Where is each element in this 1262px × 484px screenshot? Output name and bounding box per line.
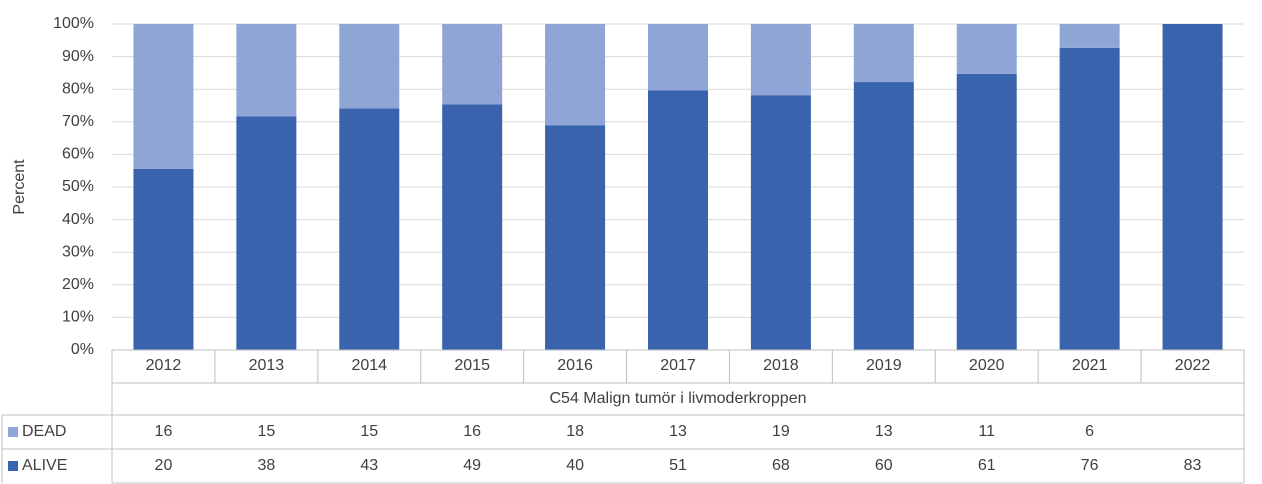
y-tick-label: 50% [62,178,94,195]
bar-segment [133,168,194,350]
table-cell: 6 [1085,423,1094,440]
y-tick-label: 80% [62,80,94,97]
x-tick-label: 2018 [763,357,799,374]
legend-label: DEAD [22,423,66,440]
y-tick-label: 40% [62,211,94,228]
table-cell: 60 [875,457,893,474]
bar-segment [545,125,606,350]
table-cell: 11 [978,423,995,440]
y-tick-label: 100% [53,15,94,32]
table-cell: 19 [772,423,790,440]
x-tick-label: 2014 [351,357,387,374]
bar-segment [442,104,503,350]
bar-segment [853,82,914,350]
bar-segment [1059,24,1120,48]
bar-segment [442,24,503,105]
table-cell: 51 [669,457,687,474]
table-cell: 13 [875,423,893,440]
bar-segment [1162,24,1223,350]
y-tick-label: 0% [71,341,94,358]
table-cell: 61 [978,457,996,474]
legend-key [8,461,18,471]
table-cell: 15 [257,423,275,440]
y-tick-label: 90% [62,48,94,65]
bar-segment [236,116,297,350]
legend-label: ALIVE [22,457,67,474]
bar-segment [1059,47,1120,350]
table-cell: 43 [360,457,378,474]
bar-segment [339,24,400,109]
x-tick-label: 2019 [866,357,902,374]
legend-key [8,427,18,437]
table-cell: 20 [155,457,173,474]
table-cell: 49 [463,457,481,474]
bar-segment [339,108,400,350]
bar-segment [750,24,811,96]
table-cell: 83 [1184,457,1202,474]
y-tick-label: 10% [62,309,94,326]
x-tick-label: 2017 [660,357,696,374]
bar-segment [956,73,1017,351]
table-cell: 16 [463,423,481,440]
bar-segment [648,24,708,91]
bar-segment [545,24,606,126]
bar-segment [236,24,297,117]
x-tick-label: 2020 [969,357,1005,374]
x-tick-label: 2012 [146,357,182,374]
bar-segment [133,24,194,169]
table-cell: 13 [669,423,687,440]
bar-segment [648,90,708,350]
bar-segment [750,95,811,350]
y-tick-label: 20% [62,276,94,293]
y-tick-label: 30% [62,243,94,260]
table-cell: 40 [566,457,584,474]
table-cell: 18 [566,423,584,440]
y-tick-label: 60% [62,146,94,163]
y-tick-label: 70% [62,113,94,130]
y-axis-label: Percent [11,159,28,215]
bar-segment [956,24,1017,74]
table-cell: 38 [257,457,275,474]
group-label: C54 Malign tumör i livmoderkroppen [550,390,807,407]
x-tick-label: 2021 [1072,357,1108,374]
bar-segment [853,24,914,83]
x-tick-label: 2022 [1175,357,1211,374]
x-tick-label: 2016 [557,357,593,374]
x-tick-label: 2013 [249,357,285,374]
table-cell: 76 [1081,457,1099,474]
x-tick-label: 2015 [454,357,490,374]
table-cell: 15 [360,423,378,440]
table-cell: 68 [772,457,790,474]
table-cell: 16 [155,423,173,440]
